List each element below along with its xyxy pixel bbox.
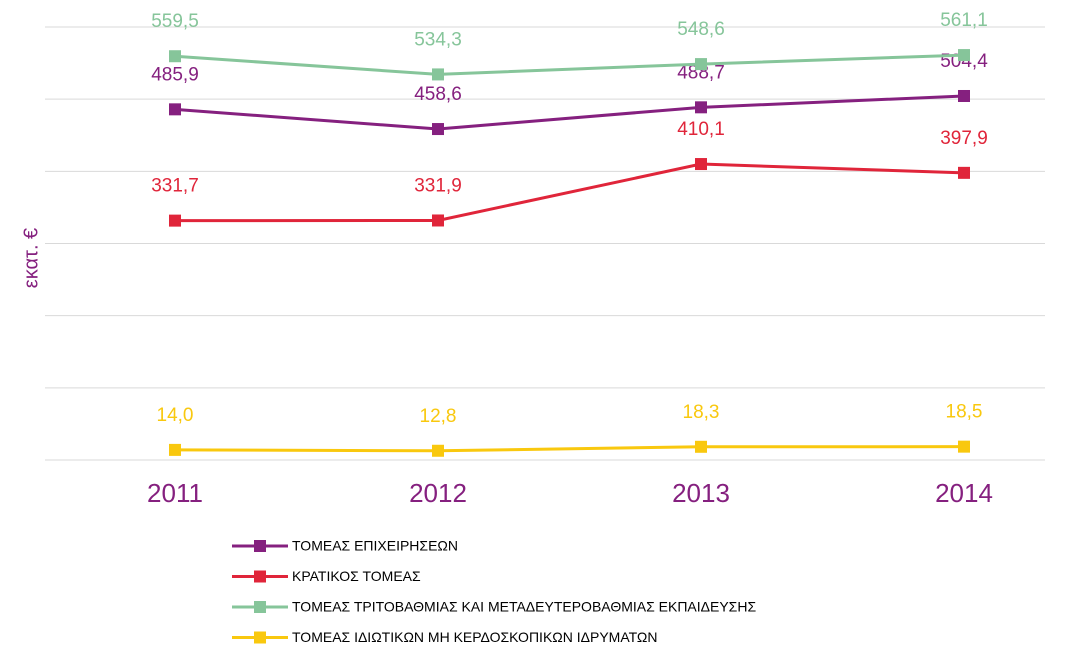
data-label: 331,7 <box>151 176 199 197</box>
data-label: 18,3 <box>683 402 720 423</box>
point-marker <box>695 58 707 71</box>
series-line <box>174 162 965 223</box>
point-marker <box>695 158 707 171</box>
point-marker <box>695 440 707 453</box>
point-marker <box>958 440 970 453</box>
x-tick-label: 2011 <box>147 478 203 508</box>
point-marker <box>169 50 181 63</box>
point-marker <box>169 214 181 227</box>
series-line <box>174 94 965 131</box>
x-tick-label: 2013 <box>672 478 730 508</box>
x-tick-label: 2012 <box>409 478 467 508</box>
point-marker <box>169 103 181 116</box>
data-label: 12,8 <box>420 406 457 427</box>
x-tick-label: 2014 <box>935 478 993 508</box>
point-marker <box>432 214 444 227</box>
series-line <box>174 53 965 76</box>
data-label: 559,5 <box>151 11 199 32</box>
data-label: 485,9 <box>151 64 199 85</box>
legend-label: ΚΡΑΤΙΚΟΣ ΤΟΜΕΑΣ <box>292 568 421 584</box>
legend-marker <box>254 601 266 613</box>
y-axis-label: εκατ. € <box>20 228 42 288</box>
data-label: 561,1 <box>940 10 988 31</box>
legend-label: ΤΟΜΕΑΣ ΤΡΙΤΟΒΑΘΜΙΑΣ ΚΑΙ ΜΕΤΑΔΕΥΤΕΡΟΒΑΘΜΙ… <box>292 599 756 615</box>
legend-marker <box>254 570 266 583</box>
data-label: 18,5 <box>946 402 983 423</box>
point-marker <box>958 89 970 102</box>
data-label: 458,6 <box>414 84 462 105</box>
point-marker <box>432 444 444 457</box>
point-marker <box>958 49 970 62</box>
legend-label: ΤΟΜΕΑΣ ΙΔΙΩΤΙΚΩΝ ΜΗ ΚΕΡΔΟΣΚΟΠΙΚΩΝ ΙΔΡΥΜΑ… <box>292 629 658 645</box>
data-label: 410,1 <box>677 119 725 140</box>
legend-label: ΤΟΜΕΑΣ ΕΠΙΧΕΙΡΗΣΕΩΝ <box>292 538 458 554</box>
data-label: 534,3 <box>414 29 462 50</box>
data-label: 488,7 <box>677 62 725 83</box>
data-label: 331,9 <box>414 175 462 196</box>
point-marker <box>695 101 707 114</box>
legend-marker <box>254 631 266 644</box>
legend-marker <box>254 540 266 552</box>
point-marker <box>432 123 444 136</box>
series-line <box>174 445 965 453</box>
data-label: 397,9 <box>940 128 988 149</box>
point-marker <box>432 68 444 81</box>
data-label: 548,6 <box>677 19 725 40</box>
data-label: 14,0 <box>157 405 194 426</box>
point-marker <box>958 166 970 179</box>
point-marker <box>169 443 181 456</box>
